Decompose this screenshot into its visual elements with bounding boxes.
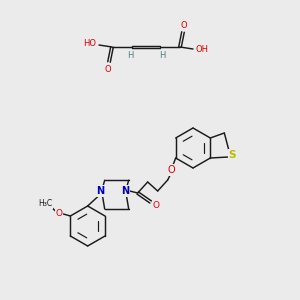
Text: N: N	[122, 186, 130, 196]
Text: O: O	[152, 202, 159, 211]
Text: O: O	[181, 20, 187, 29]
Text: H: H	[159, 52, 165, 61]
Text: N: N	[97, 186, 105, 196]
Text: S: S	[229, 150, 236, 160]
Text: H: H	[127, 52, 133, 61]
Text: HO: HO	[83, 40, 97, 49]
Text: H₃C: H₃C	[38, 200, 52, 208]
Text: O: O	[168, 165, 176, 175]
Text: O: O	[105, 64, 111, 74]
Text: O: O	[56, 208, 63, 217]
Text: OH: OH	[196, 46, 208, 55]
